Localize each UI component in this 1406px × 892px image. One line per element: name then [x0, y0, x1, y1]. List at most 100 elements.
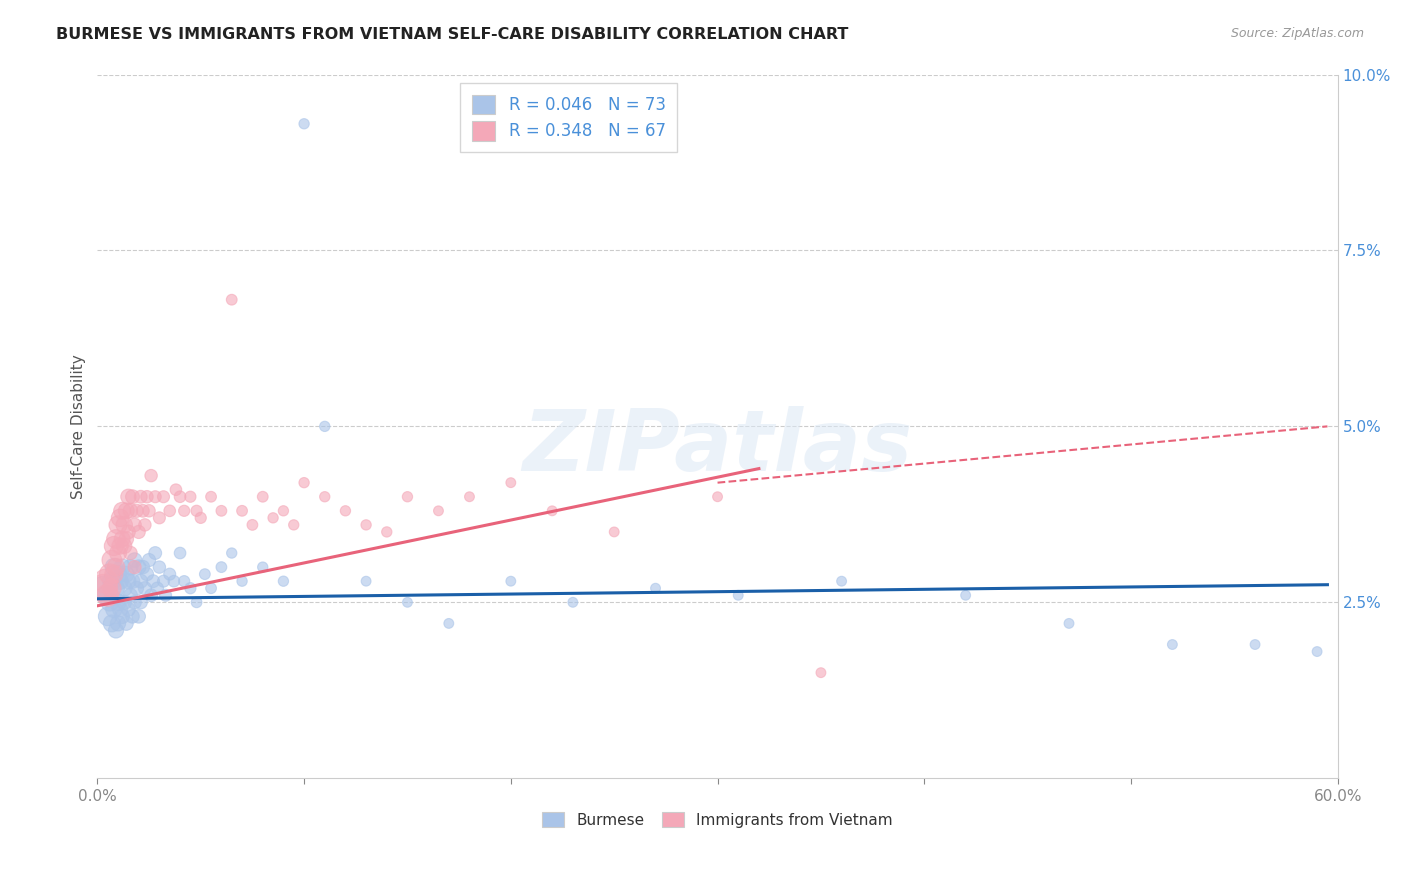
Point	[354, 517, 377, 532]
Point	[231, 574, 253, 589]
Point	[112, 539, 135, 553]
Point	[136, 567, 159, 582]
Point	[179, 490, 201, 504]
Point	[148, 511, 170, 525]
Point	[1161, 638, 1184, 652]
Point	[437, 616, 460, 631]
Point	[115, 616, 138, 631]
Point	[117, 602, 139, 616]
Point	[107, 595, 129, 609]
Point	[124, 517, 146, 532]
Point	[124, 595, 146, 609]
Point	[179, 581, 201, 595]
Point	[124, 553, 146, 567]
Point	[139, 468, 162, 483]
Point	[107, 616, 129, 631]
Point	[117, 524, 139, 539]
Point	[273, 574, 295, 589]
Point	[111, 532, 134, 546]
Point	[138, 553, 160, 567]
Point	[94, 574, 117, 589]
Point	[142, 574, 165, 589]
Point	[115, 567, 138, 582]
Point	[283, 517, 305, 532]
Point	[200, 581, 222, 595]
Point	[186, 504, 208, 518]
Point	[169, 546, 191, 560]
Point	[101, 616, 124, 631]
Text: BURMESE VS IMMIGRANTS FROM VIETNAM SELF-CARE DISABILITY CORRELATION CHART: BURMESE VS IMMIGRANTS FROM VIETNAM SELF-…	[56, 27, 849, 42]
Point	[97, 588, 120, 602]
Point	[101, 553, 124, 567]
Point	[173, 504, 195, 518]
Point	[396, 595, 419, 609]
Point	[104, 532, 127, 546]
Point	[396, 490, 419, 504]
Point	[120, 560, 142, 574]
Point	[128, 524, 150, 539]
Point	[98, 567, 121, 582]
Point	[111, 504, 134, 518]
Point	[314, 490, 336, 504]
Point	[112, 517, 135, 532]
Point	[1244, 638, 1267, 652]
Point	[146, 581, 169, 595]
Point	[173, 574, 195, 589]
Point	[112, 595, 135, 609]
Point	[97, 588, 120, 602]
Point	[499, 475, 522, 490]
Point	[134, 517, 156, 532]
Point	[107, 567, 129, 582]
Point	[117, 574, 139, 589]
Point	[541, 504, 564, 518]
Point	[427, 504, 450, 518]
Point	[221, 293, 243, 307]
Point	[727, 588, 749, 602]
Point	[104, 560, 127, 574]
Legend: Burmese, Immigrants from Vietnam: Burmese, Immigrants from Vietnam	[536, 805, 898, 834]
Point	[252, 560, 274, 574]
Point	[335, 504, 357, 518]
Point	[955, 588, 977, 602]
Point	[93, 581, 115, 595]
Point	[159, 504, 181, 518]
Point	[125, 504, 148, 518]
Y-axis label: Self-Care Disability: Self-Care Disability	[72, 354, 86, 499]
Point	[375, 524, 398, 539]
Point	[115, 532, 138, 546]
Point	[155, 588, 177, 602]
Point	[107, 546, 129, 560]
Point	[143, 546, 166, 560]
Point	[121, 574, 143, 589]
Point	[186, 595, 208, 609]
Point	[103, 560, 125, 574]
Point	[132, 504, 155, 518]
Point	[242, 517, 264, 532]
Point	[103, 567, 125, 582]
Point	[98, 595, 121, 609]
Point	[314, 419, 336, 434]
Point	[561, 595, 583, 609]
Point	[252, 490, 274, 504]
Point	[262, 511, 284, 525]
Point	[103, 602, 125, 616]
Point	[273, 504, 295, 518]
Point	[120, 588, 142, 602]
Point	[108, 574, 131, 589]
Point	[128, 560, 150, 574]
Point	[706, 490, 728, 504]
Point	[221, 546, 243, 560]
Point	[117, 490, 139, 504]
Point	[499, 574, 522, 589]
Point	[139, 588, 162, 602]
Point	[129, 595, 152, 609]
Point	[112, 581, 135, 595]
Point	[458, 490, 481, 504]
Point	[108, 511, 131, 525]
Point	[107, 517, 129, 532]
Point	[200, 490, 222, 504]
Point	[128, 609, 150, 624]
Point	[136, 490, 159, 504]
Point	[132, 560, 155, 574]
Point	[108, 602, 131, 616]
